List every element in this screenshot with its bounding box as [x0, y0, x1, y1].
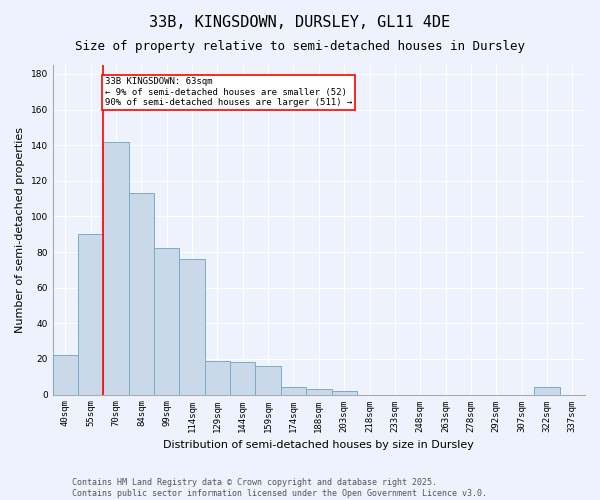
- Bar: [256, 366, 281, 394]
- Bar: [103, 142, 129, 394]
- Bar: [129, 194, 154, 394]
- Bar: [306, 389, 332, 394]
- Bar: [154, 248, 179, 394]
- Bar: [205, 360, 230, 394]
- Text: Contains HM Land Registry data © Crown copyright and database right 2025.
Contai: Contains HM Land Registry data © Crown c…: [72, 478, 487, 498]
- Text: 33B, KINGSDOWN, DURSLEY, GL11 4DE: 33B, KINGSDOWN, DURSLEY, GL11 4DE: [149, 15, 451, 30]
- Bar: [281, 388, 306, 394]
- X-axis label: Distribution of semi-detached houses by size in Dursley: Distribution of semi-detached houses by …: [163, 440, 474, 450]
- Text: Size of property relative to semi-detached houses in Dursley: Size of property relative to semi-detach…: [75, 40, 525, 53]
- Bar: [53, 356, 78, 395]
- Bar: [230, 362, 256, 394]
- Text: 33B KINGSDOWN: 63sqm
← 9% of semi-detached houses are smaller (52)
90% of semi-d: 33B KINGSDOWN: 63sqm ← 9% of semi-detach…: [104, 78, 352, 108]
- Bar: [332, 391, 357, 394]
- Bar: [78, 234, 103, 394]
- Y-axis label: Number of semi-detached properties: Number of semi-detached properties: [15, 127, 25, 333]
- Bar: [179, 259, 205, 394]
- Bar: [535, 388, 560, 394]
